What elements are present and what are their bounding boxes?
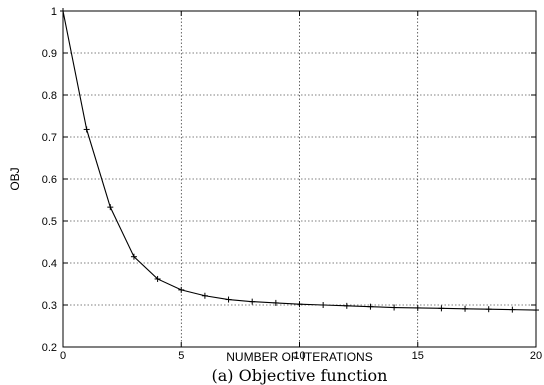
series-group xyxy=(60,8,539,314)
data-point xyxy=(367,303,374,310)
data-point xyxy=(249,298,256,305)
y-tick-label: 0.3 xyxy=(42,300,57,312)
data-point xyxy=(485,306,492,313)
data-point xyxy=(509,306,516,313)
y-tick-label: 1 xyxy=(51,6,57,18)
data-point xyxy=(296,301,303,308)
x-tick-label: 10 xyxy=(293,350,305,362)
x-tick-label: 5 xyxy=(178,350,184,362)
data-point xyxy=(272,299,279,306)
data-point xyxy=(414,304,421,311)
data-point xyxy=(60,8,66,14)
y-tick-label: 0.7 xyxy=(42,132,57,144)
data-point xyxy=(391,304,398,311)
y-tick-label: 0.8 xyxy=(42,90,57,102)
figure-caption: (a) Objective function xyxy=(212,366,388,385)
y-tick-label: 0.5 xyxy=(42,216,57,228)
y-tick-label: 0.9 xyxy=(42,48,57,60)
data-point xyxy=(178,286,185,293)
series-line xyxy=(62,10,537,311)
data-point xyxy=(130,253,137,260)
data-point xyxy=(320,302,327,308)
x-tick-label: 15 xyxy=(412,350,424,362)
data-point xyxy=(462,305,469,312)
grid-lines xyxy=(63,11,536,347)
x-tick-label: 0 xyxy=(60,350,66,362)
data-point xyxy=(107,204,114,211)
data-point xyxy=(343,302,350,309)
y-tick-label: 0.2 xyxy=(42,342,57,354)
data-point xyxy=(225,296,232,303)
y-tick-label: 0.4 xyxy=(42,258,57,270)
data-point xyxy=(438,305,445,312)
data-point xyxy=(154,275,161,282)
x-tick-label: 20 xyxy=(530,350,542,362)
axis-ticks: 0 5 10 15 20 0.2 0.3 0.4 0.5 0.6 0.7 0.8 0.9 1 xyxy=(42,6,542,362)
data-point xyxy=(533,307,539,314)
y-axis-label: OBJ xyxy=(8,167,22,190)
data-point xyxy=(83,126,90,133)
y-tick-label: 0.6 xyxy=(42,174,57,186)
x-axis-label: NUMBER OF ITERATIONS xyxy=(226,350,372,364)
data-point xyxy=(201,292,208,299)
